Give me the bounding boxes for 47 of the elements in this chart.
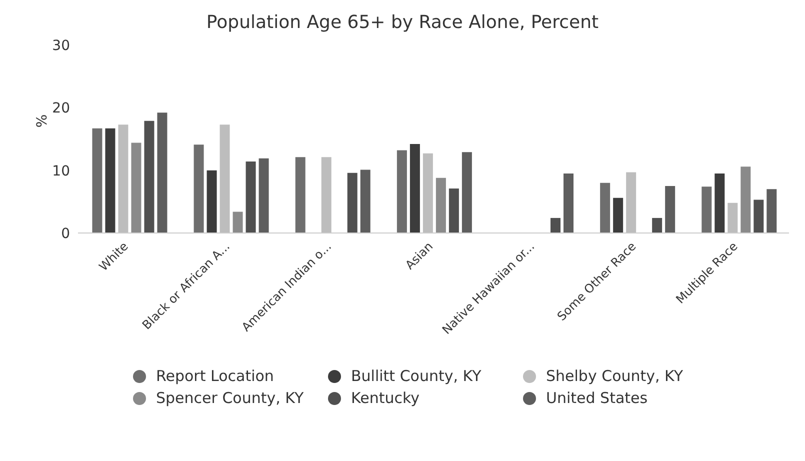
bar [600, 182, 610, 233]
legend-label: United States [546, 389, 648, 407]
bar [448, 188, 459, 233]
y-axis-title: % [34, 114, 51, 128]
bar [220, 124, 230, 233]
bar [194, 144, 204, 233]
bar [422, 153, 433, 233]
bar [144, 120, 154, 233]
y-tick-label: 30 [52, 38, 70, 54]
bar [626, 172, 636, 233]
bar [462, 152, 472, 233]
y-tick-label: 20 [52, 100, 70, 117]
bar [206, 170, 217, 233]
bar [550, 218, 561, 233]
bar [714, 173, 725, 233]
y-tick-label: 0 [61, 226, 70, 242]
legend-label: Shelby County, KY [546, 367, 684, 385]
bar [652, 218, 662, 233]
legend-label: Report Location [156, 367, 274, 385]
bar [246, 162, 256, 233]
bar [360, 170, 370, 233]
bar [295, 157, 306, 233]
bar [347, 172, 358, 233]
bar [321, 157, 332, 233]
bar [665, 186, 676, 233]
bar [131, 142, 142, 233]
legend-label: Bullitt County, KY [351, 367, 482, 385]
bar [92, 128, 102, 233]
bar [118, 124, 128, 233]
bar [766, 189, 777, 233]
bar [258, 158, 269, 233]
chart-title: Population Age 65+ by Race Alone, Percent [205, 12, 600, 33]
bar [105, 128, 116, 233]
bar [232, 212, 243, 233]
bar [613, 198, 624, 233]
bar [436, 178, 446, 233]
bar [754, 200, 764, 233]
bar [702, 186, 712, 233]
y-tick-label: 10 [52, 163, 70, 180]
bar [728, 202, 738, 233]
legend-label: Kentucky [351, 389, 420, 407]
bar [410, 144, 420, 233]
bar [564, 173, 574, 233]
bar [157, 112, 168, 233]
bar [396, 150, 407, 233]
bar [740, 166, 751, 233]
legend-label: Spencer County, KY [156, 389, 304, 407]
